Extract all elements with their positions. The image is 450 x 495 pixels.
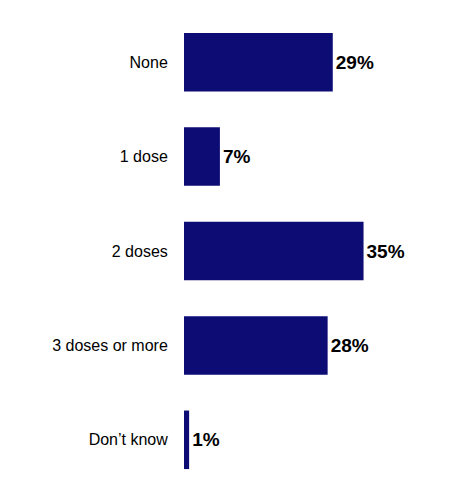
svg-text:3 doses or more: 3 doses or more <box>52 337 168 354</box>
svg-text:28%: 28% <box>331 335 369 356</box>
svg-text:29%: 29% <box>336 52 374 73</box>
svg-text:1%: 1% <box>192 429 220 450</box>
svg-text:7%: 7% <box>223 146 251 167</box>
svg-text:35%: 35% <box>367 241 405 262</box>
svg-text:2 doses: 2 doses <box>112 243 168 260</box>
svg-text:1 dose: 1 dose <box>120 148 168 165</box>
svg-text:Don’t know: Don’t know <box>89 431 169 448</box>
svg-text:None: None <box>130 54 168 71</box>
